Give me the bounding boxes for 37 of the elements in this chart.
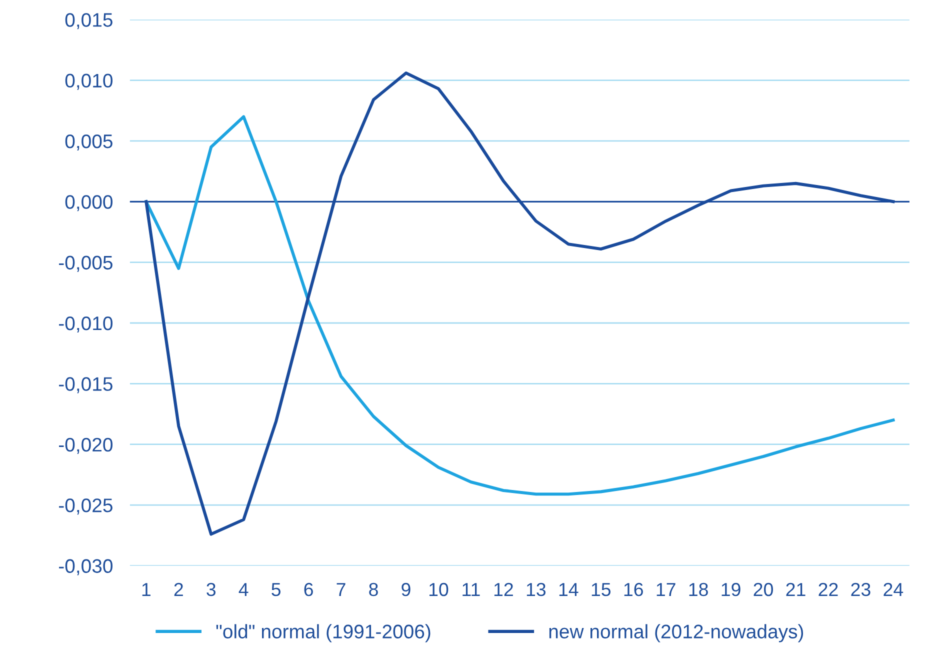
x-tick-label: 21 xyxy=(786,582,806,596)
legend-label: "old" normal (1991-2006) xyxy=(216,624,430,642)
y-tick-label: -0,025 xyxy=(58,498,112,515)
x-tick-label: 3 xyxy=(206,582,216,596)
x-tick-label: 4 xyxy=(238,583,248,596)
y-tick-label: -0,015 xyxy=(58,377,112,394)
x-tick-label: 14 xyxy=(559,583,578,596)
y-tick-label: 0,010 xyxy=(65,74,112,90)
line-series xyxy=(144,115,895,496)
x-tick-label: 15 xyxy=(592,583,611,596)
x-tick-label: 23 xyxy=(851,582,870,596)
x-tick-label: 20 xyxy=(754,582,773,596)
x-tick-label: 12 xyxy=(494,582,513,596)
x-tick-label: 19 xyxy=(722,582,740,596)
x-tick-label: 18 xyxy=(689,582,708,596)
x-tick-label: 11 xyxy=(462,583,480,596)
x-tick-label: 13 xyxy=(526,582,546,596)
x-tick-label: 8 xyxy=(369,582,378,596)
x-tick-label: 22 xyxy=(818,582,838,596)
x-tick-label: 10 xyxy=(429,582,448,596)
x-tick-label: 7 xyxy=(336,583,346,596)
y-tick-label: 0,005 xyxy=(65,134,112,151)
y-tick-label: -0,005 xyxy=(58,256,112,272)
x-tick-label: 6 xyxy=(304,582,313,596)
y-tick-label: -0,030 xyxy=(58,559,112,576)
legend-label: new normal (2012-nowadays) xyxy=(549,624,804,642)
x-tick-label: 24 xyxy=(884,582,904,596)
x-tick-label: 5 xyxy=(272,583,281,596)
y-tick-label: 0,015 xyxy=(65,13,112,30)
x-tick-label: 9 xyxy=(402,582,410,596)
y-tick-label: -0,010 xyxy=(58,316,112,333)
y-tick-label: 0,000 xyxy=(65,195,112,212)
y-tick-label: -0,020 xyxy=(58,438,112,454)
x-tick-label: 1 xyxy=(142,583,150,596)
x-tick-label: 2 xyxy=(174,582,183,596)
x-tick-label: 17 xyxy=(656,583,676,596)
x-tick-label: 16 xyxy=(624,582,643,596)
